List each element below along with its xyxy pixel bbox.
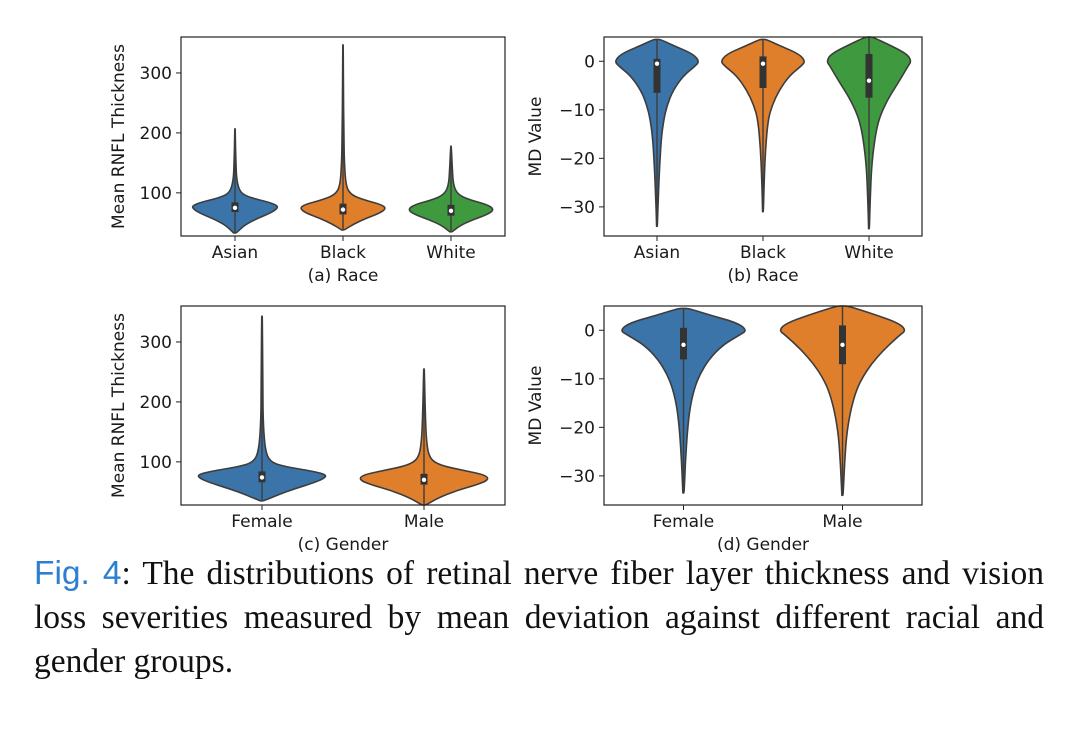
median-dot-female: [259, 475, 265, 480]
median-dot-white: [866, 78, 872, 83]
y-axis-label: MD Value: [526, 97, 546, 177]
iqr-box-white: [865, 53, 873, 98]
x-tick-label: Black: [320, 243, 366, 263]
x-tick-label: Female: [231, 512, 292, 532]
caption-text: : The distributions of retinal nerve fib…: [34, 555, 1044, 680]
figure-reference[interactable]: Fig. 4: [34, 555, 122, 592]
chart-panel-2: Asian Black White 0 −10 −20 −30 MD Value (b) Rac…: [526, 36, 923, 286]
figure-canvas: Asian Black White 100 200 300 Mean RNFL Thickn…: [109, 36, 923, 552]
panel-label: (d) Gender: [717, 535, 809, 552]
chart-panel-1: Asian Black White 100 200 300 Mean RNFL Thickn…: [109, 36, 506, 286]
y-tick-label: −10: [559, 370, 595, 390]
y-axis-label: Mean RNFL Thickness: [109, 44, 129, 229]
median-dot-white: [448, 208, 454, 214]
median-dot-male: [840, 342, 845, 348]
y-tick-label: 100: [140, 453, 172, 473]
panel-label: (c) Gender: [298, 535, 389, 552]
x-tick-label: Female: [653, 512, 714, 532]
figure-caption: Fig. 4: The distributions of retinal ner…: [34, 552, 1044, 684]
median-dot-asian: [232, 205, 238, 211]
y-tick-label: −10: [559, 101, 595, 121]
x-tick-label: Asian: [212, 243, 258, 263]
median-dot-male: [421, 477, 427, 483]
y-tick-label: −20: [559, 149, 595, 169]
y-tick-label: 300: [140, 333, 172, 353]
plot-frame: [180, 36, 506, 237]
y-axis-label: Mean RNFL Thickness: [109, 313, 129, 498]
x-tick-label: Asian: [634, 243, 680, 263]
chart-panel-3: Female Male 100 200 300 Mean RNFL Thickness (c…: [109, 305, 506, 552]
plot-frame: [603, 36, 923, 237]
median-dot-asian: [654, 61, 660, 66]
panel-label: (a) Race: [308, 266, 379, 286]
y-tick-label: 300: [140, 64, 172, 84]
y-tick-label: 200: [140, 124, 172, 144]
median-dot-female: [681, 342, 686, 348]
x-tick-label: Male: [404, 512, 444, 532]
y-tick-label: 0: [584, 52, 595, 72]
y-tick-label: −30: [559, 198, 595, 218]
y-tick-label: 200: [140, 393, 172, 413]
y-tick-label: 100: [140, 184, 172, 204]
median-dot-black: [340, 207, 346, 212]
y-tick-label: 0: [584, 321, 595, 341]
plot-frame: [603, 305, 923, 506]
panel-label: (b) Race: [727, 266, 798, 286]
plot-frame: [180, 305, 506, 506]
chart-panel-4: Female Male 0 −10 −20 −30 MD Value (d) Gender: [526, 305, 923, 552]
iqr-box-black: [759, 56, 767, 88]
y-axis-label: MD Value: [526, 366, 546, 446]
x-tick-label: Male: [822, 512, 862, 532]
x-tick-label: White: [426, 243, 475, 263]
y-tick-label: −20: [559, 418, 595, 438]
median-dot-black: [760, 61, 766, 66]
x-tick-label: Black: [740, 243, 786, 263]
y-tick-label: −30: [559, 467, 595, 487]
x-tick-label: White: [844, 243, 893, 263]
iqr-box-asian: [653, 58, 661, 93]
